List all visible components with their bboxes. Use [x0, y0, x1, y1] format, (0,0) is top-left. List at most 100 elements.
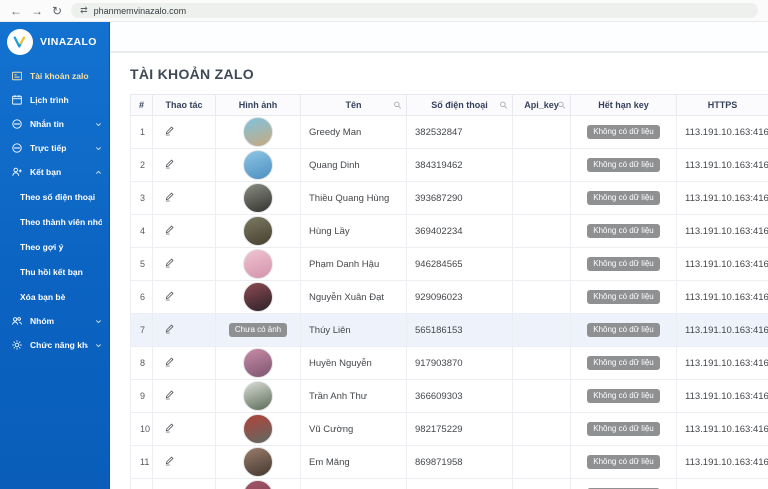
main-content: TÀI KHOẢN ZALO # Thao tác Hình ảnh Tên Số đi…: [110, 22, 768, 489]
https-cell: 113.191.10.163:41605: [676, 379, 768, 413]
https-cell: 113.191.10.163:41605: [676, 247, 768, 281]
edit-button[interactable]: [164, 323, 175, 334]
edit-button[interactable]: [164, 125, 175, 136]
chevron-down-icon: [95, 145, 102, 152]
sidebar-item-label: Nhắn tin: [30, 119, 64, 129]
edit-button[interactable]: [164, 389, 175, 400]
avatar[interactable]: [243, 150, 273, 180]
sidebar-item-Tài khoản zalo[interactable]: Tài khoản zalo: [0, 64, 109, 88]
avatar[interactable]: [243, 480, 273, 489]
no-data-badge: Không có dữ liệu: [587, 322, 660, 338]
search-icon[interactable]: [499, 101, 508, 110]
sidebar-item-label: Chức năng khác: [30, 340, 88, 350]
phone-cell: 369402234: [406, 214, 513, 248]
name-cell: Trần Anh Thư: [300, 379, 407, 413]
api-key-cell: [512, 280, 571, 314]
site-info-icon[interactable]: ⇄: [80, 5, 88, 15]
row-index: 6: [130, 280, 153, 314]
sidebar-item-label: Trực tiếp: [30, 143, 67, 153]
chat-icon: [11, 118, 23, 130]
table-row: 11 Em Măng 869871958 Không có dữ liệu 113.19…: [130, 445, 768, 479]
no-data-badge: Không có dữ liệu: [587, 487, 660, 489]
sidebar-item-Kết bạn[interactable]: Kết bạn: [0, 160, 109, 184]
no-data-badge: Không có dữ liệu: [587, 355, 660, 371]
edit-button[interactable]: [164, 257, 175, 268]
sidebar-item-label: Theo thành viên nhóm: [20, 216, 102, 227]
forward-icon[interactable]: →: [31, 3, 43, 18]
column-header: Số điện thoại: [406, 94, 513, 116]
sidebar-item-Nhóm[interactable]: Nhóm: [0, 309, 109, 333]
avatar[interactable]: [243, 117, 273, 147]
phone-cell: 382532847: [406, 115, 513, 149]
name-cell: Huyền Nguyễn: [300, 346, 407, 380]
avatar-cell: Chưa có ảnh: [215, 313, 301, 347]
phone-cell: 946284565: [406, 247, 513, 281]
avatar[interactable]: [243, 216, 273, 246]
table-row: 3 Thiều Quang Hùng 393687290 Không có dữ li…: [130, 181, 768, 215]
search-icon[interactable]: [557, 101, 566, 110]
table-row: 6 Nguyễn Xuân Đạt 929096023 Không có dữ liệ…: [130, 280, 768, 314]
chevron-down-icon: [95, 342, 102, 349]
avatar-cell: [215, 412, 301, 446]
edit-button[interactable]: [164, 224, 175, 235]
address-bar[interactable]: ⇄ phanmemvinazalo.com: [71, 3, 758, 18]
https-cell: 113.191.10.163:41605: [676, 115, 768, 149]
edit-button[interactable]: [164, 356, 175, 367]
avatar-cell: [215, 346, 301, 380]
edit-button[interactable]: [164, 455, 175, 466]
sidebar-item-Chức năng khác[interactable]: Chức năng khác: [0, 333, 109, 357]
edit-button[interactable]: [164, 290, 175, 301]
sidebar-item-Lịch trình[interactable]: Lịch trình: [0, 88, 109, 112]
column-header: HTTPS: [676, 94, 768, 116]
sidebar-item-Nhắn tin[interactable]: Nhắn tin: [0, 112, 109, 136]
edit-button[interactable]: [164, 191, 175, 202]
phone-cell: 393687290: [406, 181, 513, 215]
edit-button[interactable]: [164, 158, 175, 169]
app-window: VINAZALO Tài khoản zalo Lịch trình Nhắn ti…: [0, 22, 768, 489]
column-header-label: Hết hạn key: [598, 100, 649, 110]
column-header: Tên: [300, 94, 407, 116]
avatar[interactable]: [243, 447, 273, 477]
group-icon: [11, 315, 23, 327]
brand: VINAZALO: [0, 22, 109, 64]
avatar[interactable]: [243, 381, 273, 411]
edit-button[interactable]: [164, 422, 175, 433]
search-icon[interactable]: [393, 101, 402, 110]
table-row: 2 Quang Dinh 384319462 Không có dữ liệu 113.…: [130, 148, 768, 182]
row-index: 5: [130, 247, 153, 281]
no-data-badge: Không có dữ liệu: [587, 289, 660, 305]
table-row: 7 Chưa có ảnh Thúy Liên 565186153 Không có d…: [130, 313, 768, 347]
sidebar-item-Theo gợi ý[interactable]: Theo gợi ý: [0, 234, 109, 259]
sidebar-item-label: Lịch trình: [30, 95, 69, 105]
phone-cell: 929096023: [406, 280, 513, 314]
https-cell: 113.191.10.163:41605: [676, 280, 768, 314]
avatar[interactable]: [243, 249, 273, 279]
chevron-down-icon: [95, 121, 102, 128]
name-cell: Thiều Quang Hùng: [300, 181, 407, 215]
sidebar-item-Theo thành viên nhóm[interactable]: Theo thành viên nhóm: [0, 209, 109, 234]
name-cell: Vũ Cường: [300, 412, 407, 446]
person-add-icon: [11, 166, 23, 178]
phone-cell: 869871958: [406, 445, 513, 479]
sidebar-item-Theo số điện thoại[interactable]: Theo số điện thoại: [0, 184, 109, 209]
avatar-cell: [215, 445, 301, 479]
avatar-cell: [215, 379, 301, 413]
column-header: Api_key: [512, 94, 571, 116]
sidebar-item-Xóa bạn bè[interactable]: Xóa bạn bè: [0, 284, 109, 309]
avatar[interactable]: [243, 348, 273, 378]
back-icon[interactable]: ←: [10, 3, 22, 18]
no-data-badge: Không có dữ liệu: [587, 421, 660, 437]
api-key-cell: [512, 412, 571, 446]
avatar[interactable]: [243, 414, 273, 444]
reload-icon[interactable]: ↻: [52, 3, 63, 18]
avatar[interactable]: [243, 183, 273, 213]
column-header-label: #: [138, 100, 144, 110]
api-key-cell: [512, 181, 571, 215]
sidebar-item-Trực tiếp[interactable]: Trực tiếp: [0, 136, 109, 160]
https-cell: 113.191.10.163:41605: [676, 214, 768, 248]
no-image-badge: Chưa có ảnh: [228, 322, 288, 338]
page: TÀI KHOẢN ZALO # Thao tác Hình ảnh Tên Số đi…: [110, 53, 768, 489]
avatar[interactable]: [243, 282, 273, 312]
sidebar-item-Thu hồi kết bạn[interactable]: Thu hồi kết bạn: [0, 259, 109, 284]
name-cell: Nguyễn Xuân Đạt: [300, 280, 407, 314]
